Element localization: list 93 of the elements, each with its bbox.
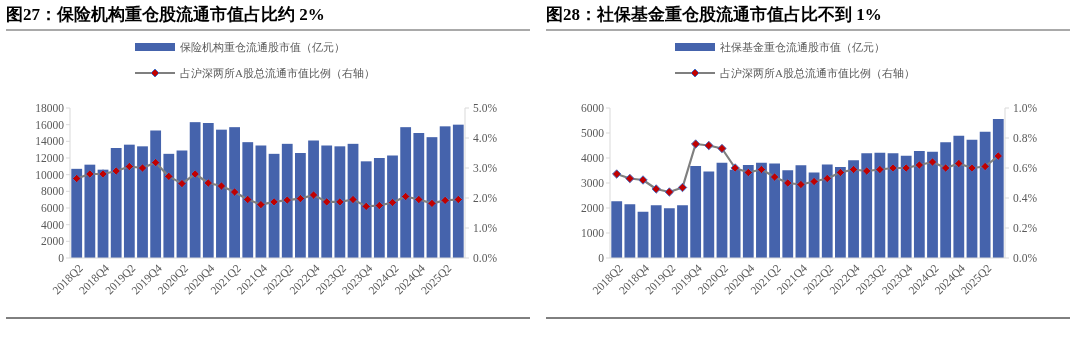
- y2-tick-label: 0.2%: [1013, 222, 1038, 235]
- bar: [716, 162, 728, 258]
- bar: [321, 145, 333, 258]
- legend-label: 占沪深两所A股总流通市值比例（右轴）: [180, 67, 375, 79]
- bar: [334, 146, 346, 258]
- bar: [663, 208, 675, 258]
- chart-title: 图28：社保基金重仓股流通市值占比不到 1%: [546, 5, 882, 24]
- bar: [176, 150, 188, 258]
- y-tick-label: 0: [598, 252, 605, 265]
- y2-tick-label: 0.8%: [1013, 132, 1038, 145]
- y-tick-label: 1000: [581, 227, 605, 240]
- y-tick-label: 6000: [41, 202, 65, 215]
- y-tick-label: 0: [58, 252, 65, 265]
- bar: [677, 205, 688, 258]
- bar: [373, 158, 385, 258]
- bar: [360, 161, 372, 258]
- y-tick-label: 14000: [35, 135, 65, 148]
- bar: [769, 163, 780, 258]
- bar: [84, 164, 96, 258]
- bar: [439, 126, 451, 258]
- bar: [690, 166, 702, 258]
- bar: [874, 152, 886, 258]
- bar: [137, 146, 148, 258]
- bar: [295, 153, 306, 258]
- bar: [821, 164, 833, 258]
- bar: [413, 133, 425, 258]
- y2-tick-label: 4.0%: [473, 132, 498, 145]
- bar: [900, 155, 912, 258]
- bar: [163, 153, 175, 258]
- y-tick-label: 3000: [581, 177, 605, 190]
- bar: [150, 130, 162, 258]
- bar: [611, 201, 623, 258]
- bar: [729, 169, 741, 258]
- bar: [71, 168, 83, 258]
- legend-label: 社保基金重仓流通股市值（亿元）: [720, 41, 885, 53]
- y2-tick-label: 0.6%: [1013, 162, 1038, 175]
- y-tick-label: 6000: [581, 102, 605, 115]
- y-tick-label: 10000: [35, 168, 65, 181]
- y-tick-label: 18000: [35, 102, 65, 115]
- chart-title: 图27：保险机构重仓股流通市值占比约 2%: [6, 5, 325, 24]
- bar: [756, 162, 767, 258]
- y-tick-label: 8000: [41, 185, 65, 198]
- y2-tick-label: 2.0%: [473, 192, 498, 205]
- bar: [229, 127, 240, 258]
- bar: [123, 144, 135, 258]
- bar: [953, 135, 965, 258]
- bar: [861, 153, 873, 258]
- bar: [281, 143, 293, 258]
- bar: [979, 131, 991, 258]
- y2-tick-label: 1.0%: [473, 222, 498, 235]
- bar: [835, 167, 846, 258]
- bar: [848, 160, 859, 258]
- y-tick-label: 5000: [581, 127, 605, 140]
- bar: [992, 119, 1004, 258]
- legend-label: 保险机构重仓流通股市值（亿元）: [180, 41, 345, 53]
- bar: [387, 155, 398, 258]
- y-tick-label: 2000: [41, 235, 65, 248]
- y-tick-label: 16000: [35, 118, 65, 131]
- bar: [887, 153, 899, 258]
- bar: [216, 129, 227, 258]
- bar: [927, 151, 938, 258]
- y2-tick-label: 1.0%: [1013, 102, 1038, 115]
- bar: [966, 139, 978, 258]
- bar: [242, 142, 254, 258]
- y2-tick-label: 3.0%: [473, 162, 498, 175]
- bar: [426, 137, 438, 258]
- legend-label: 占沪深两所A股总流通市值比例（右轴）: [720, 67, 915, 79]
- bar: [624, 204, 636, 258]
- y2-tick-label: 0.4%: [1013, 192, 1038, 205]
- bar: [202, 123, 214, 258]
- y-tick-label: 2000: [581, 202, 605, 215]
- bar: [400, 127, 412, 258]
- bar: [308, 140, 319, 258]
- y2-tick-label: 0.0%: [1013, 252, 1038, 265]
- y-tick-label: 12000: [35, 152, 65, 165]
- bar: [795, 165, 807, 258]
- bar: [452, 124, 464, 258]
- bar: [782, 170, 794, 258]
- bar: [913, 151, 925, 258]
- bar: [703, 171, 715, 258]
- bar: [650, 205, 662, 258]
- bar: [637, 211, 649, 258]
- y-tick-label: 4000: [41, 218, 65, 231]
- bar: [347, 143, 359, 258]
- y-tick-label: 4000: [581, 152, 605, 165]
- bar: [189, 122, 201, 258]
- bar: [110, 148, 122, 258]
- bar: [742, 165, 754, 258]
- bar: [255, 145, 267, 258]
- y2-tick-label: 0.0%: [473, 252, 498, 265]
- bar: [268, 153, 280, 258]
- bar: [940, 142, 952, 258]
- y2-tick-label: 5.0%: [473, 102, 498, 115]
